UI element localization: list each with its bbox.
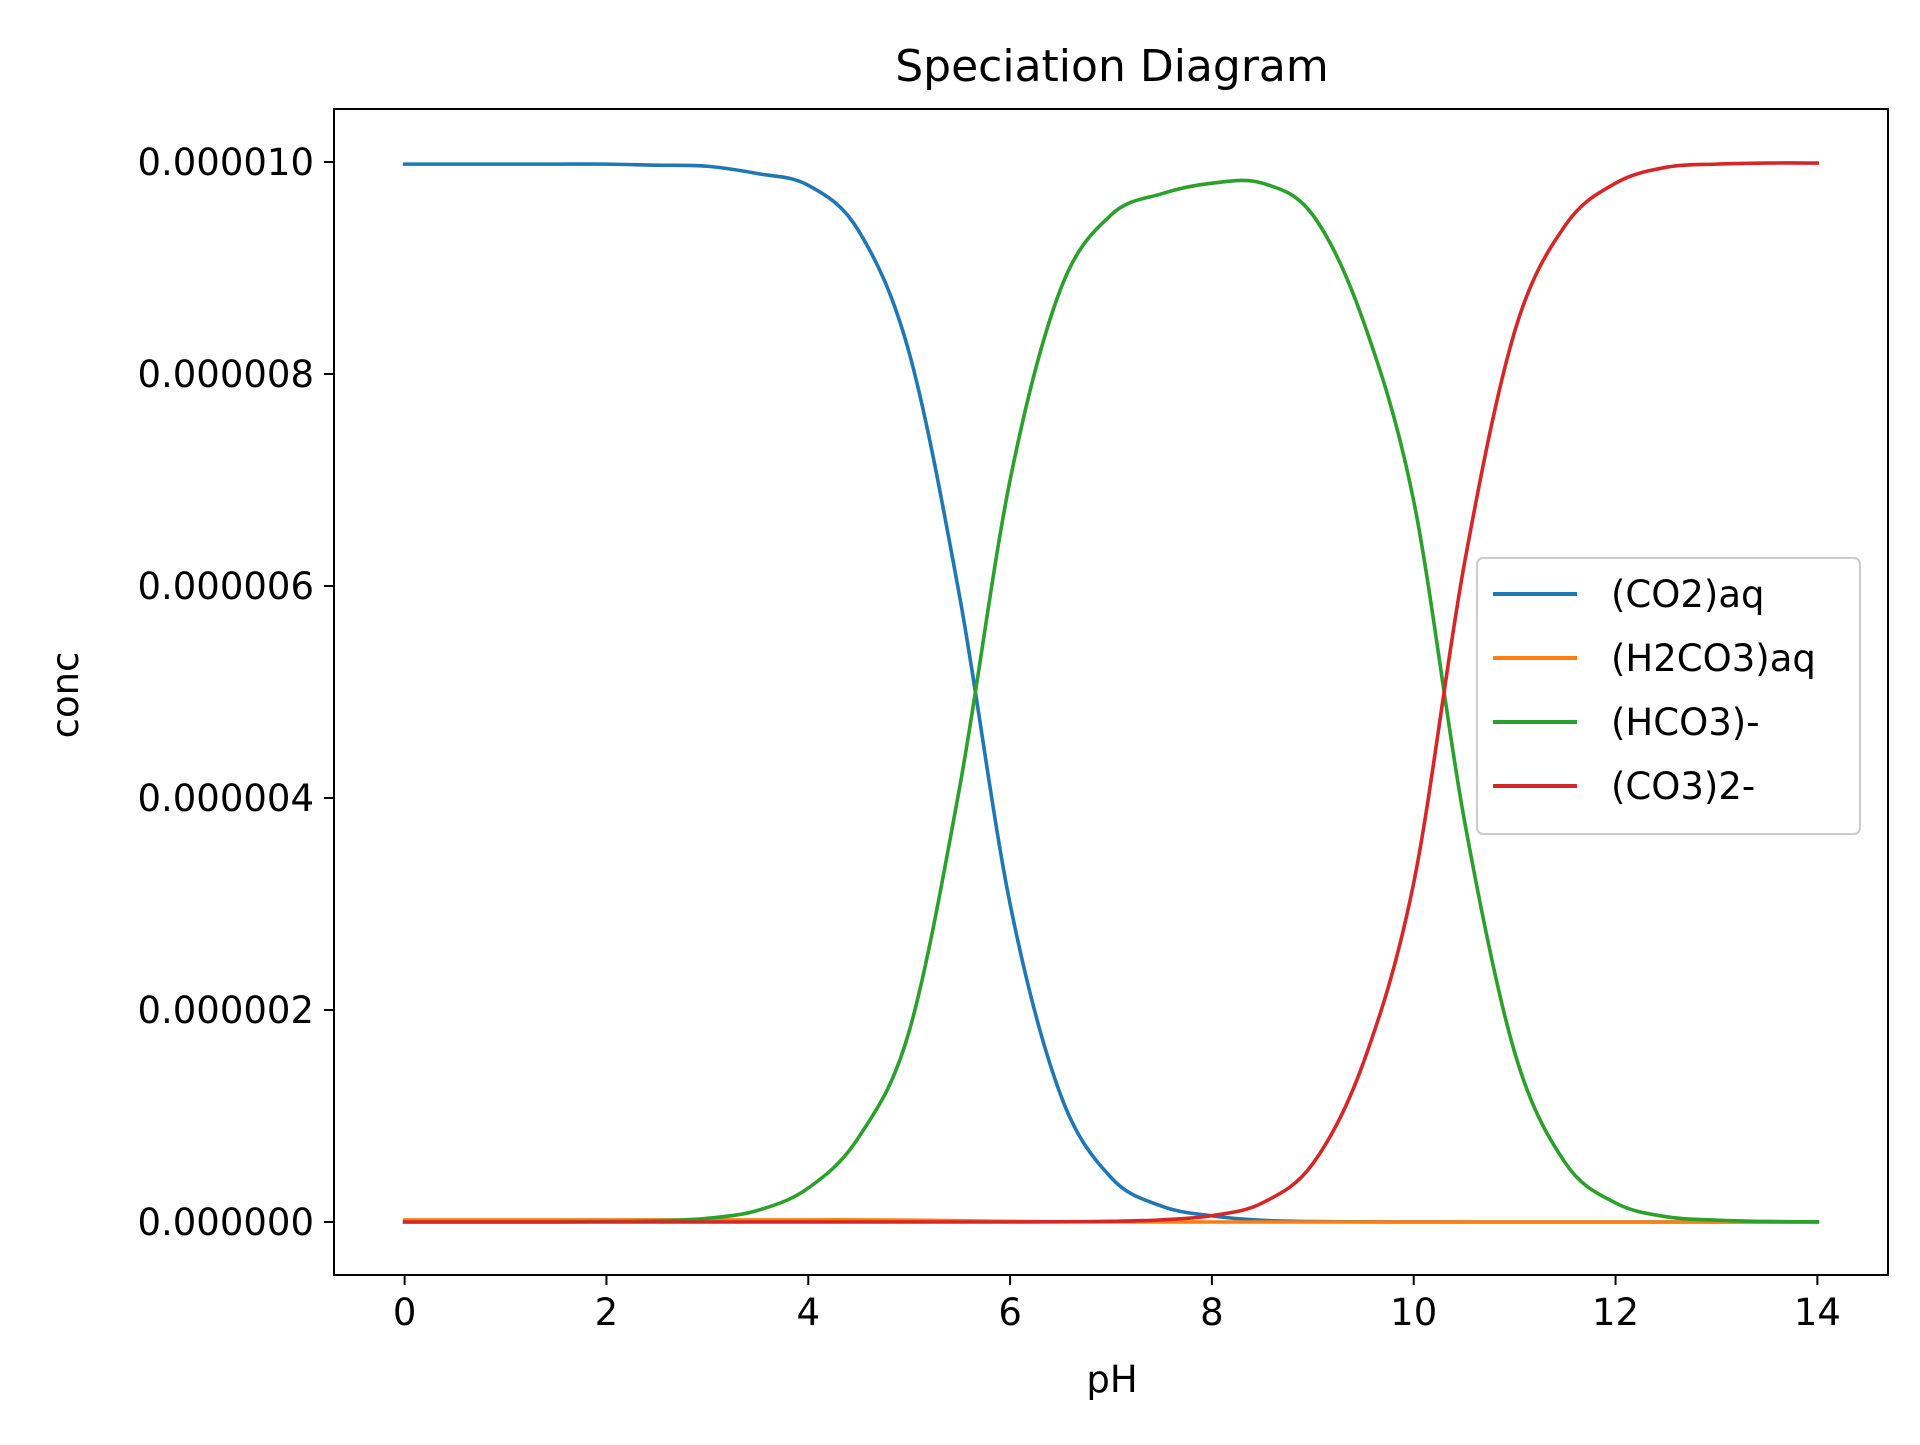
x-axis-label: pH bbox=[1086, 1358, 1137, 1401]
series-line-2 bbox=[402, 178, 1820, 1224]
legend-label-0: (CO2)aq bbox=[1611, 573, 1765, 616]
y-tick-label: 0.000008 bbox=[137, 353, 314, 396]
y-tick-label: 0.000010 bbox=[137, 141, 314, 184]
y-axis-label: conc bbox=[44, 652, 87, 739]
legend-label-2: (HCO3)- bbox=[1611, 701, 1760, 744]
x-tick-label: 0 bbox=[393, 1291, 417, 1334]
legend: (CO2)aq (H2CO3)aq (HCO3)- (CO3)2- bbox=[1476, 557, 1861, 835]
legend-label-3: (CO3)2- bbox=[1611, 765, 1755, 808]
x-tick-label: 2 bbox=[595, 1291, 619, 1334]
x-tick-label: 14 bbox=[1794, 1291, 1841, 1334]
x-tick-label: 8 bbox=[1200, 1291, 1224, 1334]
y-tick-label: 0.000002 bbox=[137, 989, 314, 1032]
axes-frame bbox=[333, 108, 1889, 1276]
x-tick-label: 6 bbox=[998, 1291, 1022, 1334]
legend-box bbox=[1476, 557, 1861, 835]
chart-title: Speciation Diagram bbox=[895, 41, 1329, 92]
y-tick-label: 0.000006 bbox=[137, 565, 314, 608]
plot-area: 0 2 4 6 8 10 12 14 0.000000 0.000002 0.000004 0.000… bbox=[137, 108, 1889, 1334]
y-tick-label: 0.000000 bbox=[137, 1201, 314, 1244]
series-line-3 bbox=[402, 161, 1820, 1224]
x-tick-label: 12 bbox=[1592, 1291, 1639, 1334]
x-tick-label: 4 bbox=[796, 1291, 820, 1334]
legend-label-1: (H2CO3)aq bbox=[1611, 637, 1816, 680]
x-tick-label: 10 bbox=[1390, 1291, 1437, 1334]
y-tick-label: 0.000004 bbox=[137, 777, 314, 820]
